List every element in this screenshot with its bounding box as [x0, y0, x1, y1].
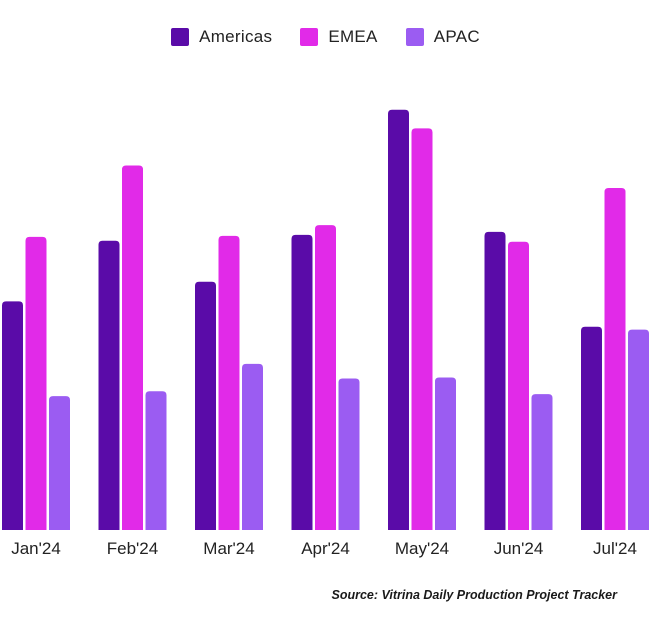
bar-apac-2: [242, 363, 263, 530]
legend-swatch: [405, 28, 424, 46]
bar-apac-5: [531, 394, 553, 530]
bar-emea-6: [604, 187, 626, 531]
bar-emea-0: [25, 236, 47, 530]
legend-label: Americas: [199, 27, 273, 46]
legend-swatch: [171, 28, 190, 46]
source-note: Source: Vitrina Daily Production Project…: [331, 588, 617, 602]
x-tick-label: Apr'24: [301, 539, 350, 558]
bar-emea-2: [218, 235, 240, 530]
bar-americas-2: [195, 281, 216, 530]
x-tick-label: May'24: [395, 539, 449, 558]
legend: Americas EMEA APAC: [0, 27, 651, 47]
bar-americas-6: [581, 326, 602, 530]
legend-label: APAC: [433, 27, 480, 46]
x-tick-label: Jul'24: [593, 539, 637, 558]
bar-emea-4: [411, 128, 433, 530]
legend-item-emea: EMEA: [300, 27, 377, 47]
bar-emea-3: [315, 225, 336, 530]
legend-swatch: [300, 28, 319, 46]
bar-americas-5: [484, 231, 506, 530]
bar-emea-5: [508, 241, 529, 531]
bar-apac-0: [49, 396, 70, 530]
bar-americas-1: [98, 240, 120, 530]
legend-item-americas: Americas: [171, 27, 272, 47]
bar-americas-3: [291, 234, 313, 530]
bar-americas-0: [2, 301, 23, 530]
bar-apac-4: [435, 377, 456, 530]
bar-apac-1: [145, 391, 167, 530]
bar-apac-3: [338, 378, 360, 530]
x-tick-label: Jun'24: [494, 539, 544, 558]
bar-emea-1: [122, 165, 143, 530]
bar-apac-6: [628, 329, 649, 530]
x-tick-label: Feb'24: [107, 539, 158, 558]
legend-label: EMEA: [328, 27, 378, 46]
bar-americas-4: [388, 109, 409, 530]
x-tick-label: Jan'24: [11, 539, 61, 558]
x-tick-label: Mar'24: [203, 539, 254, 558]
legend-item-apac: APAC: [405, 27, 480, 47]
